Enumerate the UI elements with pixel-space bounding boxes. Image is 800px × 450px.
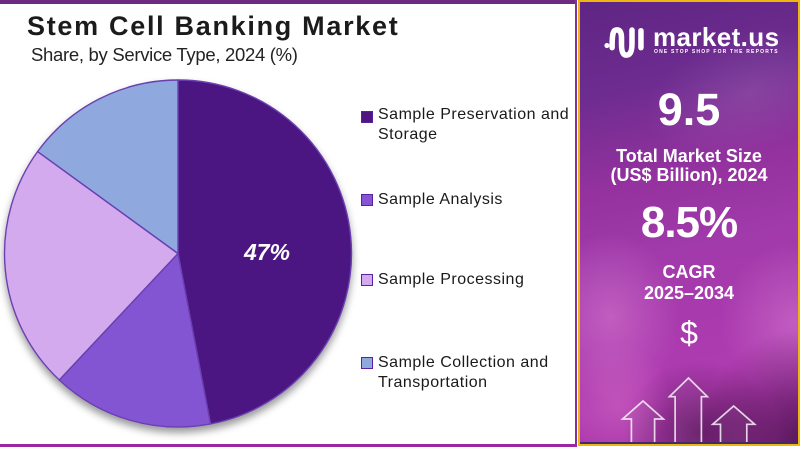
svg-text:47%: 47% (243, 239, 290, 265)
